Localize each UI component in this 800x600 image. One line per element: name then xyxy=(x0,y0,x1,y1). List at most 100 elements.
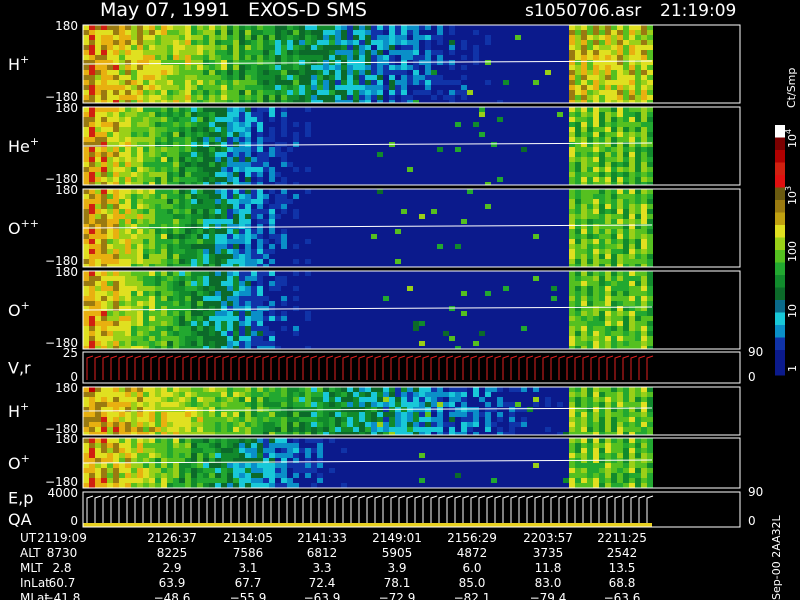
spectrogram-cell xyxy=(521,177,527,182)
spectrogram-cell xyxy=(563,70,569,75)
spectrogram-cell xyxy=(425,122,431,127)
spectrogram-cell xyxy=(617,60,623,65)
spectrogram-cell xyxy=(155,50,161,55)
spectrogram-cell xyxy=(413,182,419,185)
spectrogram-cell xyxy=(491,182,497,185)
spectrogram-cell xyxy=(515,259,521,264)
spectrogram-cell xyxy=(407,137,413,142)
spectrogram-cell xyxy=(365,95,371,100)
spectrogram-cell xyxy=(203,55,209,60)
spectrogram-cell xyxy=(233,35,239,40)
spectrogram-cell xyxy=(377,80,383,85)
spectrogram-cell xyxy=(293,137,299,142)
spectrogram-cell xyxy=(125,311,131,316)
spectrogram-cell xyxy=(449,182,455,185)
spectrogram-cell xyxy=(227,199,233,204)
spectrogram-cell xyxy=(629,45,635,50)
spectrogram-cell xyxy=(305,152,311,157)
spectrogram-cell xyxy=(101,167,107,172)
spectrogram-cell xyxy=(149,336,155,341)
spectrogram-cell xyxy=(119,147,125,152)
spectrogram-cell xyxy=(287,194,293,199)
spectrogram-cell xyxy=(461,35,467,40)
spectrogram-cell xyxy=(401,162,407,167)
spectrogram-cell xyxy=(215,95,221,100)
spectrogram-cell xyxy=(425,172,431,177)
spectrogram-cell xyxy=(95,147,101,152)
spectrogram-cell xyxy=(479,189,485,194)
spectrogram-cell xyxy=(215,35,221,40)
spectrogram-cell xyxy=(599,80,605,85)
spectrogram-cell xyxy=(473,112,479,117)
spectrogram-cell xyxy=(647,189,653,194)
spectrogram-cell xyxy=(329,167,335,172)
spectrogram-cell xyxy=(119,264,125,267)
spectrogram-cell xyxy=(299,65,305,70)
spectrogram-cell xyxy=(269,172,275,177)
spectrogram-cell xyxy=(95,296,101,301)
spectrogram-cell xyxy=(269,107,275,112)
spectrogram-cell xyxy=(143,281,149,286)
spectrogram-cell xyxy=(641,219,647,224)
spectrogram-cell xyxy=(113,112,119,117)
spectrogram-cell xyxy=(119,142,125,147)
spectrogram-cell xyxy=(569,122,575,127)
spectrogram-cell xyxy=(449,209,455,214)
spectrogram-cell xyxy=(173,147,179,152)
spectrogram-cell xyxy=(167,331,173,336)
spectrogram-cell xyxy=(299,259,305,264)
spectrogram-cell xyxy=(227,209,233,214)
spectrogram-cell xyxy=(629,264,635,267)
spectrogram-cell xyxy=(131,204,137,209)
spectrogram-cell xyxy=(491,189,497,194)
spectrogram-cell xyxy=(635,80,641,85)
spectrogram-cell xyxy=(623,209,629,214)
spectrogram-cell xyxy=(113,331,119,336)
spectrogram-cell xyxy=(575,264,581,267)
spectrogram-cell xyxy=(161,244,167,249)
spectrogram-cell xyxy=(107,189,113,194)
spectrogram-cell xyxy=(293,239,299,244)
spectrogram-cell xyxy=(83,157,89,162)
spectrogram-cell xyxy=(473,107,479,112)
spectrogram-cell xyxy=(311,172,317,177)
spectrogram-cell xyxy=(83,214,89,219)
spectrogram-cell xyxy=(161,341,167,346)
spectrogram-cell xyxy=(239,224,245,229)
spectrogram-cell xyxy=(155,209,161,214)
spectrogram-cell xyxy=(497,80,503,85)
spectrogram-cell xyxy=(611,25,617,30)
spectrogram-cell xyxy=(575,142,581,147)
spectrogram-cell xyxy=(359,209,365,214)
spectrogram-cell xyxy=(551,239,557,244)
spectrogram-cell xyxy=(251,75,257,80)
spectrogram-cell xyxy=(155,341,161,346)
spectrogram-cell xyxy=(593,90,599,95)
spectrogram-cell xyxy=(191,316,197,321)
spectrogram-cell xyxy=(599,172,605,177)
spectrogram-cell xyxy=(407,189,413,194)
spectrogram-cell xyxy=(587,85,593,90)
spectrogram-cell xyxy=(533,224,539,229)
spectrogram-cell xyxy=(311,107,317,112)
spectrogram-cell xyxy=(431,177,437,182)
spectrogram-cell xyxy=(629,224,635,229)
spectrogram-cell xyxy=(557,112,563,117)
spectrogram-cell xyxy=(575,249,581,254)
spectrogram-cell xyxy=(143,107,149,112)
spectrogram-cell xyxy=(599,25,605,30)
spectrogram-cell xyxy=(377,55,383,60)
spectrogram-cell xyxy=(203,189,209,194)
spectrogram-cell xyxy=(605,45,611,50)
spectrogram-cell xyxy=(437,107,443,112)
spectrogram-cell xyxy=(473,152,479,157)
spectrogram-cell xyxy=(647,100,653,103)
spectrogram-cell xyxy=(425,194,431,199)
spectrogram-cell xyxy=(89,311,95,316)
spectrogram-cell xyxy=(227,341,233,346)
spectrogram-cell xyxy=(641,182,647,185)
spectrogram-cell xyxy=(401,189,407,194)
spectrogram-cell xyxy=(347,45,353,50)
spectrogram-cell xyxy=(647,259,653,264)
spectrogram-cell xyxy=(137,90,143,95)
